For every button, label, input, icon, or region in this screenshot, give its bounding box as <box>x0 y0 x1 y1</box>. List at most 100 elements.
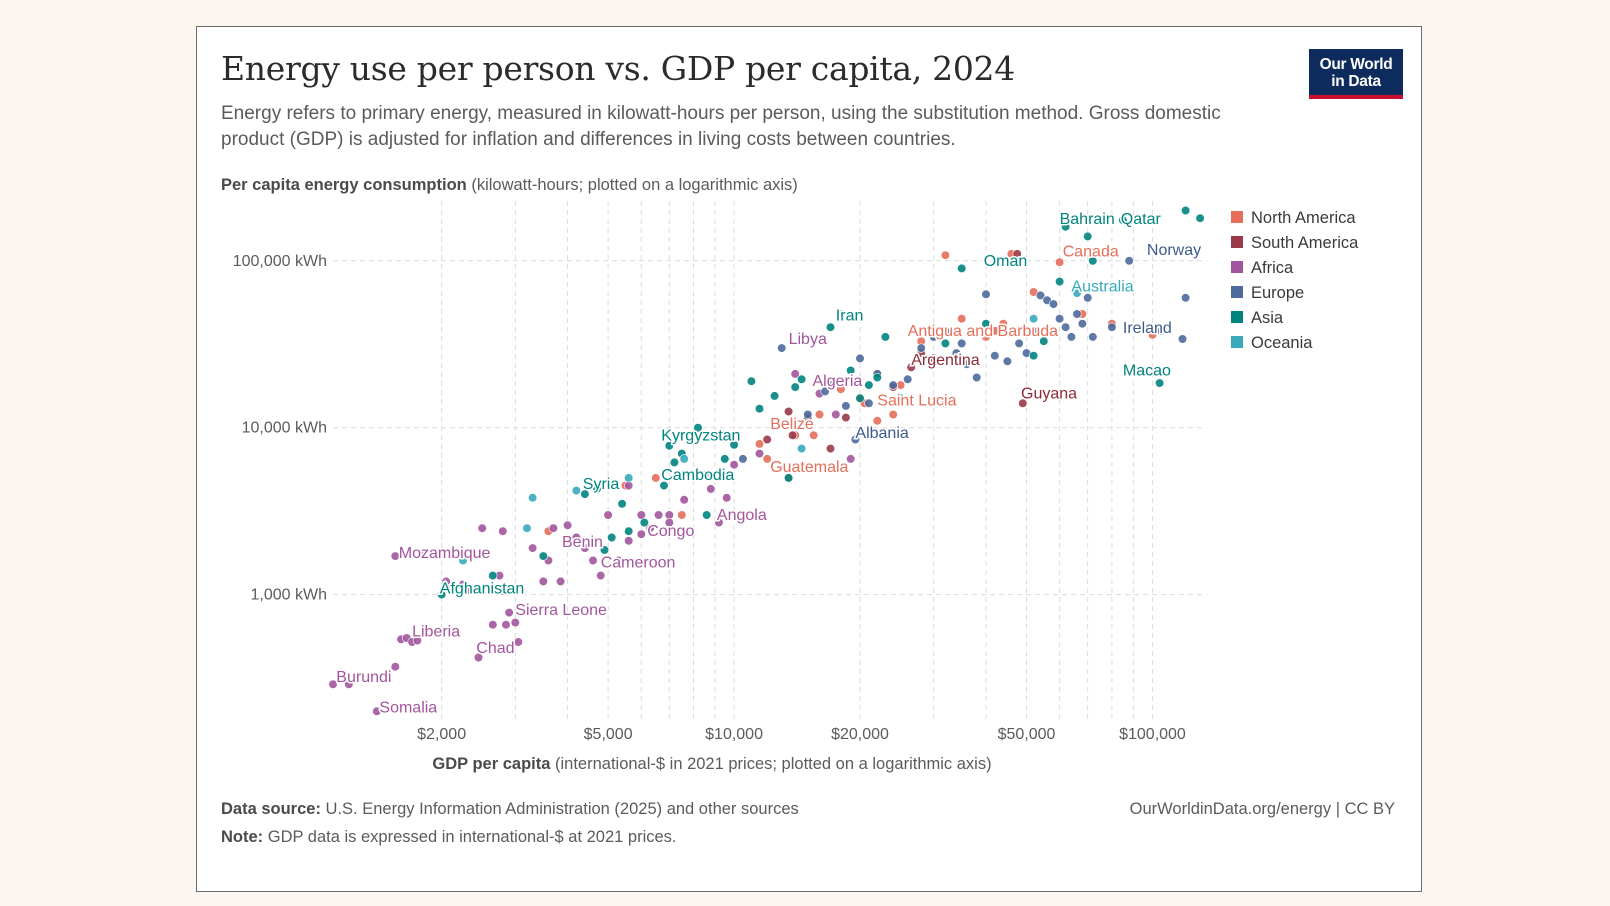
data-point <box>850 434 861 445</box>
data-point <box>981 289 991 299</box>
y-tick-label: 1,000 kWh <box>251 587 327 604</box>
data-point <box>596 570 606 581</box>
data-point <box>1072 309 1082 319</box>
point-label: Saint Lucia <box>877 392 956 409</box>
point-label: Albania <box>855 425 908 442</box>
data-point <box>699 470 710 480</box>
chart-card: Energy use per person vs. GDP per capita… <box>196 26 1422 892</box>
point-label: Sierra Leone <box>515 602 607 619</box>
data-point <box>1177 334 1188 344</box>
data-point <box>651 473 661 483</box>
data-point <box>1195 213 1205 223</box>
data-point <box>846 365 856 376</box>
data-point <box>841 401 851 411</box>
data-point <box>580 489 590 499</box>
data-point <box>1014 338 1024 349</box>
chart-title: Energy use per person vs. GDP per capita… <box>221 49 1015 88</box>
data-point <box>1156 326 1166 336</box>
data-point <box>466 586 476 596</box>
data-point <box>488 570 498 581</box>
data-point <box>990 326 1000 336</box>
data-point <box>916 343 926 353</box>
data-point <box>1124 256 1134 266</box>
data-point <box>903 374 913 384</box>
data-point <box>417 547 428 557</box>
data-point <box>981 319 991 329</box>
data-point <box>1054 277 1065 287</box>
data-point <box>754 439 765 449</box>
legend-swatch <box>1231 286 1243 298</box>
legend-label: Africa <box>1251 259 1294 277</box>
point-label: Algeria <box>813 373 863 390</box>
point-label: Canada <box>1063 243 1119 260</box>
data-point <box>603 510 613 520</box>
point-label: Norway <box>1147 242 1201 259</box>
data-point <box>1028 314 1039 324</box>
data-point <box>1066 332 1077 342</box>
point-label: Chad <box>476 640 514 657</box>
data-point <box>790 382 800 392</box>
chart-subtitle: Energy refers to primary energy, measure… <box>221 103 1221 150</box>
data-point <box>1012 249 1022 259</box>
data-point <box>659 481 669 491</box>
data-point <box>636 529 646 539</box>
data-point <box>706 484 716 494</box>
data-point <box>372 706 382 716</box>
data-point <box>639 518 649 528</box>
data-point <box>880 332 891 342</box>
data-point <box>769 391 780 401</box>
owid-logo[interactable]: Our World in Data <box>1309 49 1403 99</box>
data-point <box>1028 351 1039 361</box>
data-point <box>841 413 851 423</box>
data-point <box>754 449 765 459</box>
data-point <box>1035 290 1046 301</box>
point-label: Ireland <box>1123 320 1172 337</box>
data-point <box>580 543 590 553</box>
data-point <box>624 526 634 536</box>
data-point <box>654 510 664 520</box>
data-point <box>814 409 825 420</box>
data-point <box>981 332 991 342</box>
point-label: Syria <box>583 476 620 493</box>
data-point <box>458 579 468 590</box>
x-tick-label: $20,000 <box>831 726 889 743</box>
scatter-plot: 1,000 kWh 10,000 kWh 100,000 kWh $2,000 $5,0… <box>233 201 1359 743</box>
legend-label: Oceania <box>1251 334 1313 352</box>
data-point <box>722 493 732 503</box>
data-point <box>972 372 982 383</box>
credit-link[interactable]: OurWorldinData.org/energy | CC BY <box>1129 800 1395 818</box>
x-tick-label: $50,000 <box>998 726 1056 743</box>
data-point <box>563 520 573 530</box>
data-point <box>344 679 354 689</box>
data-point <box>951 348 962 358</box>
data-point <box>664 518 674 528</box>
point-label: Macao <box>1123 363 1171 380</box>
data-point <box>796 444 807 454</box>
data-point <box>846 454 856 464</box>
data-point <box>872 372 882 383</box>
data-point <box>1039 336 1049 346</box>
point-label: Antigua and Barbuda <box>908 323 1058 340</box>
gridlines <box>333 201 1207 719</box>
data-point <box>1147 330 1158 340</box>
data-point <box>729 440 739 450</box>
point-label: Guyana <box>1021 386 1077 403</box>
data-point <box>501 620 511 630</box>
data-point <box>390 662 400 672</box>
axis-ticks: 1,000 kWh 10,000 kWh 100,000 kWh $2,000 $5,0… <box>233 253 1186 743</box>
legend-label: South America <box>1251 234 1359 252</box>
x-axis-title-bold: GDP per capita <box>432 755 551 773</box>
x-tick-label: $2,000 <box>417 726 466 743</box>
data-point <box>783 406 794 417</box>
data-point <box>599 545 610 555</box>
data-point <box>548 523 559 533</box>
data-point <box>645 523 655 533</box>
point-label: Bahrain <box>1060 211 1115 228</box>
data-point <box>957 338 967 349</box>
data-point <box>624 536 634 546</box>
data-point <box>1107 322 1117 332</box>
legend-swatch <box>1231 211 1243 223</box>
data-point <box>825 444 836 454</box>
data-point <box>872 416 882 426</box>
